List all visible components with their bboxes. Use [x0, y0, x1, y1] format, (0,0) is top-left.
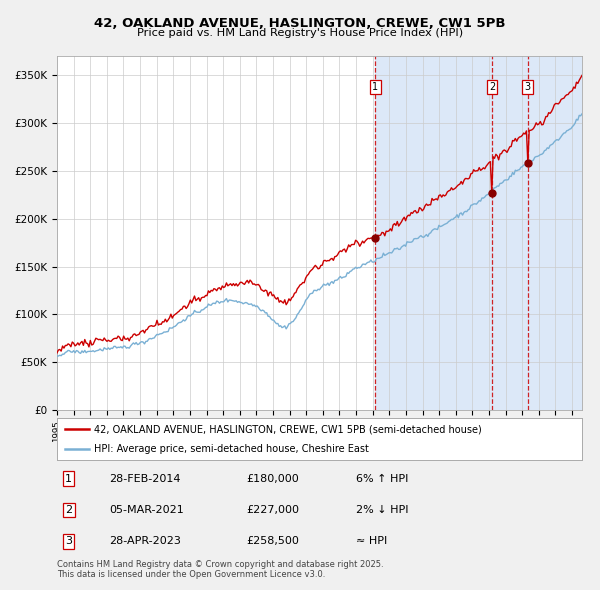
- Bar: [562, 56, 582, 410]
- Text: 3: 3: [65, 536, 72, 546]
- Text: £227,000: £227,000: [246, 505, 299, 515]
- Text: 6% ↑ HPI: 6% ↑ HPI: [356, 474, 409, 484]
- Text: ≈ HPI: ≈ HPI: [356, 536, 388, 546]
- Text: 1: 1: [372, 81, 379, 91]
- Text: 05-MAR-2021: 05-MAR-2021: [110, 505, 184, 515]
- Text: HPI: Average price, semi-detached house, Cheshire East: HPI: Average price, semi-detached house,…: [94, 444, 368, 454]
- Text: 1: 1: [65, 474, 72, 484]
- Text: 42, OAKLAND AVENUE, HASLINGTON, CREWE, CW1 5PB (semi-detached house): 42, OAKLAND AVENUE, HASLINGTON, CREWE, C…: [94, 424, 482, 434]
- Text: Price paid vs. HM Land Registry's House Price Index (HPI): Price paid vs. HM Land Registry's House …: [137, 28, 463, 38]
- Text: 2% ↓ HPI: 2% ↓ HPI: [356, 505, 409, 515]
- Text: 3: 3: [524, 81, 531, 91]
- Text: 28-APR-2023: 28-APR-2023: [110, 536, 181, 546]
- Text: £180,000: £180,000: [246, 474, 299, 484]
- Text: 42, OAKLAND AVENUE, HASLINGTON, CREWE, CW1 5PB: 42, OAKLAND AVENUE, HASLINGTON, CREWE, C…: [94, 17, 506, 30]
- Text: 2: 2: [65, 505, 72, 515]
- Text: £258,500: £258,500: [246, 536, 299, 546]
- Bar: [376, 56, 582, 410]
- Text: 28-FEB-2014: 28-FEB-2014: [110, 474, 181, 484]
- Text: 2: 2: [489, 81, 495, 91]
- Text: Contains HM Land Registry data © Crown copyright and database right 2025.
This d: Contains HM Land Registry data © Crown c…: [57, 560, 383, 579]
